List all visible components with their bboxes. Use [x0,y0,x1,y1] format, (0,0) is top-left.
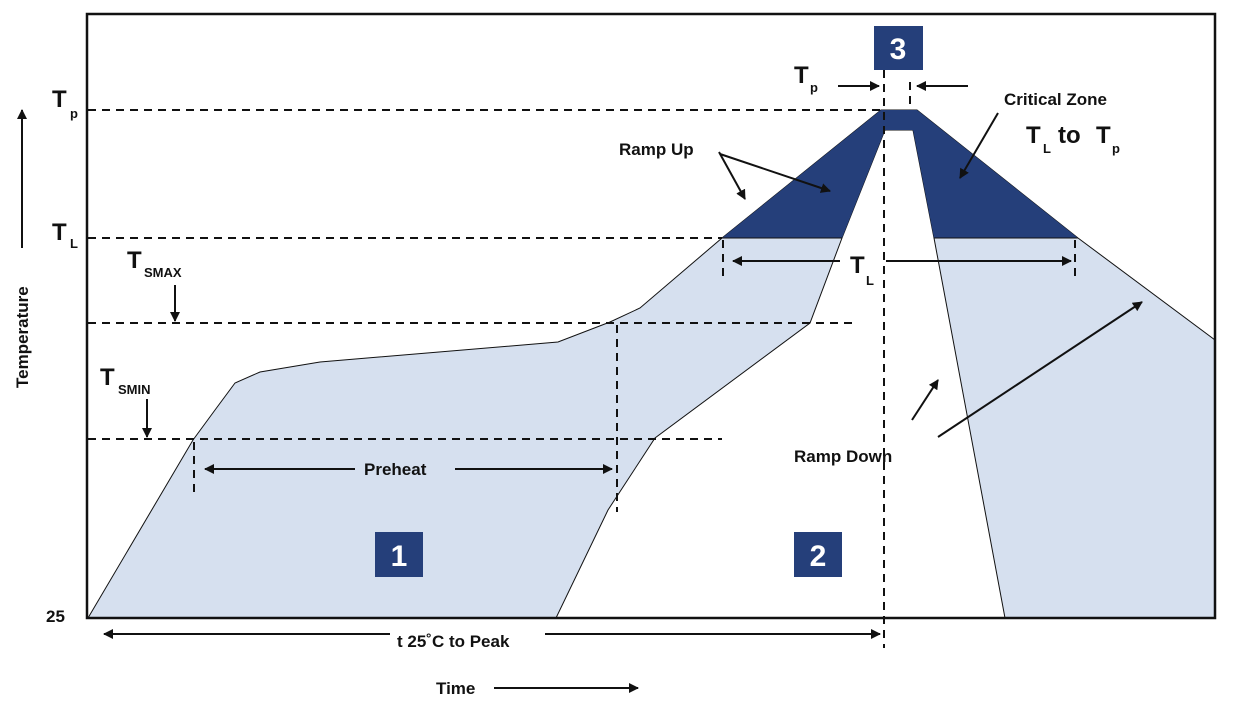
zone-3-badge: 3 [874,26,923,70]
critical-zone-label: Critical Zone [1004,90,1107,109]
critical-range-label: T L to T p [1026,122,1120,156]
svg-text:L: L [70,236,78,251]
ramp-down-label: Ramp Down [794,447,892,466]
y-origin-label: 25 [46,607,65,626]
svg-text:p: p [1112,141,1120,156]
svg-text:SMIN: SMIN [118,382,151,397]
svg-text:p: p [70,106,78,121]
x-axis-title: Time [436,679,475,698]
preheat-label: Preheat [364,460,427,479]
svg-text:to: to [1058,122,1081,149]
zone-2-badge: 2 [794,532,842,577]
svg-text:L: L [866,273,874,288]
svg-text:T: T [127,247,142,274]
tsmin-label: T SMIN [100,364,151,397]
svg-text:T: T [1096,122,1111,149]
svg-text:SMAX: SMAX [144,265,182,280]
tl-span-label: TL [850,252,874,288]
plot-frame [85,12,1217,620]
svg-text:T: T [1026,122,1041,149]
svg-text:T: T [794,62,809,89]
svg-text:T: T [100,364,115,391]
tsmax-label: T SMAX [127,247,182,280]
svg-text:T: T [850,252,865,279]
svg-text:T: T [52,219,67,246]
svg-text:3: 3 [890,33,907,66]
zone-1-badge: 1 [375,532,423,577]
ramp-up-label: Ramp Up [619,140,694,159]
time-to-peak-label: t 25˚C to Peak [397,632,510,651]
svg-text:2: 2 [810,540,827,573]
y-axis-title: Temperature [13,286,32,388]
profile-band [87,109,1216,619]
svg-text:T: T [52,86,67,113]
svg-text:L: L [1043,141,1051,156]
tp-label: Tp [52,86,78,121]
critical-zone-fill [722,110,1078,238]
svg-text:p: p [810,80,818,95]
svg-text:1: 1 [391,540,408,573]
